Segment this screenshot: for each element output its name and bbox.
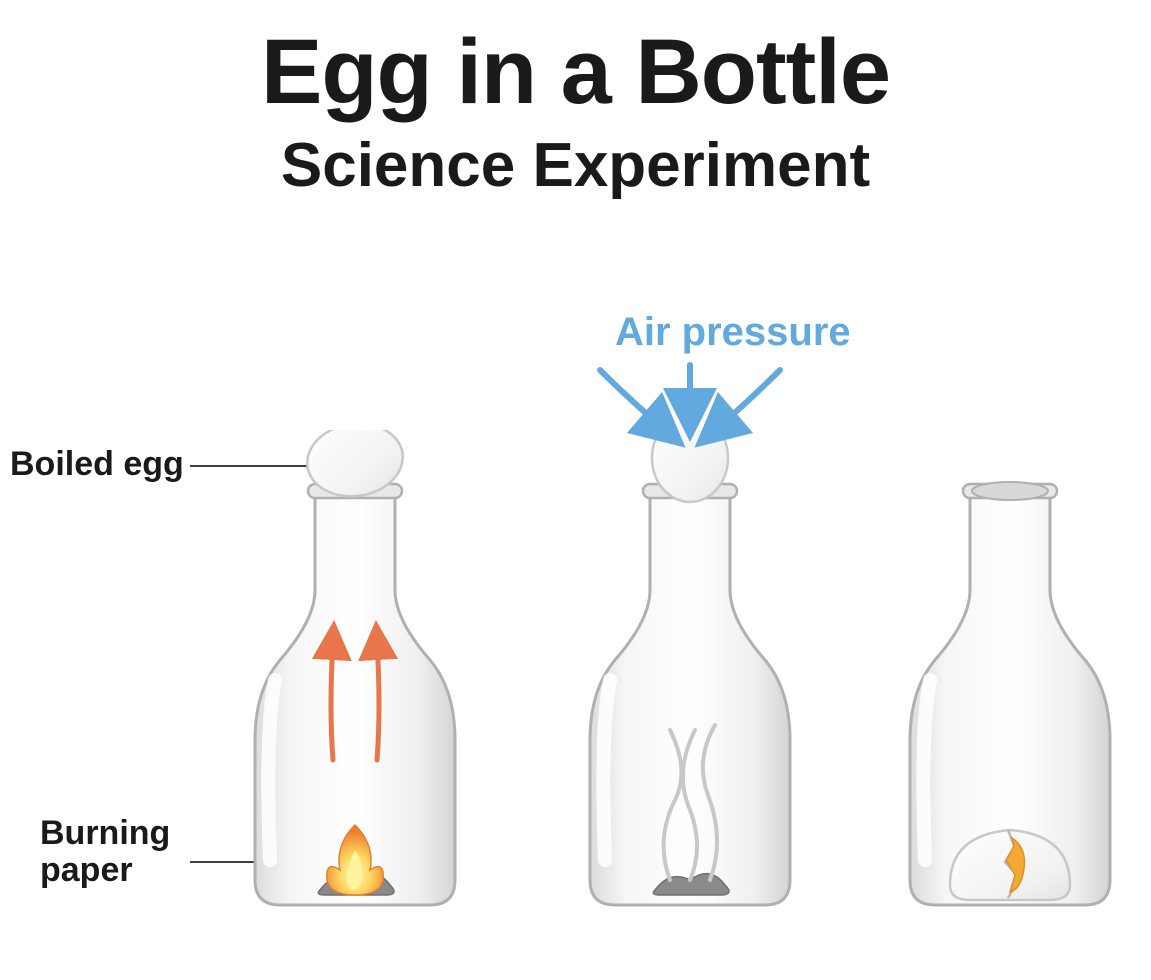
stage-3: [880, 430, 1140, 910]
boiled-egg-label: Boiled egg: [10, 445, 184, 484]
air-pressure-arrows: [540, 360, 840, 500]
air-pressure-label: Air pressure: [615, 310, 851, 355]
stage-1: [225, 430, 485, 910]
stage-2: [560, 430, 820, 910]
page-title: Egg in a Bottle: [0, 20, 1151, 125]
burning-paper-label: Burning paper: [40, 815, 170, 890]
burning-paper-label-line1: Burning: [40, 814, 170, 852]
burning-paper-label-line2: paper: [40, 851, 133, 889]
page-subtitle: Science Experiment: [0, 130, 1151, 201]
